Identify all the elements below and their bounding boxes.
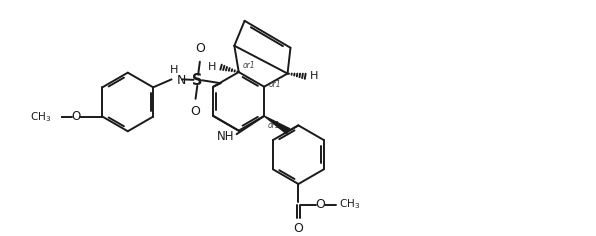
Text: O: O [315,198,325,211]
Text: H: H [208,62,217,72]
Text: N: N [176,74,185,87]
Text: NH: NH [216,130,234,143]
Text: or1: or1 [242,61,255,70]
Text: O: O [293,222,303,235]
Text: H: H [309,72,318,81]
Text: H: H [169,65,178,75]
Text: CH$_3$: CH$_3$ [30,110,51,123]
Text: O: O [191,105,200,118]
Text: S: S [193,73,203,88]
Text: or1: or1 [268,80,281,89]
Text: or1: or1 [268,121,280,130]
Polygon shape [264,116,290,134]
Text: O: O [72,110,80,123]
Text: CH$_3$: CH$_3$ [339,198,360,211]
Text: O: O [195,42,205,55]
